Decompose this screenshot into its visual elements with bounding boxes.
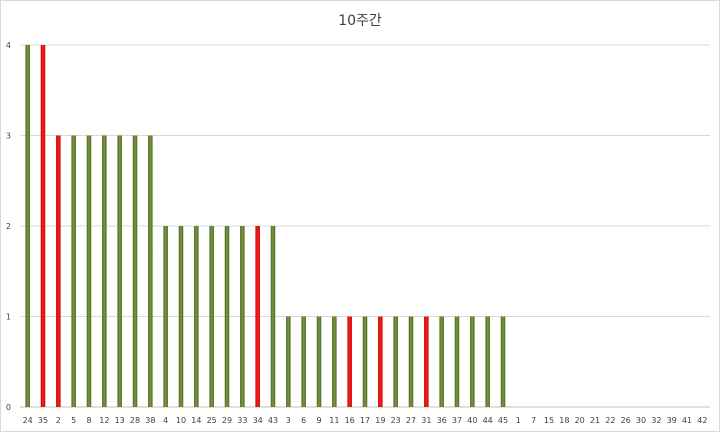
y-tick-label: 2 bbox=[6, 222, 11, 231]
x-tick-label: 35 bbox=[38, 416, 48, 425]
bar bbox=[470, 316, 475, 407]
bar bbox=[255, 226, 260, 407]
x-tick-label: 8 bbox=[86, 416, 91, 425]
bar bbox=[378, 316, 383, 407]
x-tick-label: 6 bbox=[301, 416, 306, 425]
bar bbox=[439, 316, 444, 407]
x-tick-label: 25 bbox=[207, 416, 217, 425]
bar bbox=[286, 316, 291, 407]
chart-title: 10주간 bbox=[338, 13, 382, 29]
x-tick-label: 13 bbox=[115, 416, 125, 425]
x-tick-label: 12 bbox=[99, 416, 109, 425]
y-tick-label: 4 bbox=[6, 41, 11, 50]
y-tick-label: 3 bbox=[6, 132, 11, 141]
bar bbox=[132, 135, 138, 407]
x-tick-label: 42 bbox=[697, 416, 707, 425]
x-tick-label: 32 bbox=[651, 416, 661, 425]
bar bbox=[408, 316, 414, 407]
bar bbox=[485, 316, 490, 407]
x-tick-label: 18 bbox=[559, 416, 569, 425]
bar bbox=[500, 316, 506, 407]
x-tick-label: 23 bbox=[391, 416, 401, 425]
bar bbox=[178, 226, 184, 407]
x-tick-label: 20 bbox=[575, 416, 585, 425]
bar bbox=[393, 316, 398, 407]
x-tick-label: 16 bbox=[345, 416, 355, 425]
bar bbox=[86, 135, 92, 407]
x-tick-label: 39 bbox=[667, 416, 677, 425]
x-tick-label: 36 bbox=[437, 416, 447, 425]
x-tick-label: 4 bbox=[163, 416, 168, 425]
x-tick-label: 5 bbox=[71, 416, 76, 425]
bar bbox=[102, 135, 107, 407]
x-tick-label: 28 bbox=[130, 416, 140, 425]
x-tick-label: 43 bbox=[268, 416, 278, 425]
x-tick-label: 27 bbox=[406, 416, 416, 425]
bar bbox=[224, 226, 230, 407]
x-tick-label: 14 bbox=[191, 416, 201, 425]
x-tick-label: 37 bbox=[452, 416, 462, 425]
x-tick-label: 38 bbox=[145, 416, 155, 425]
bar bbox=[454, 316, 460, 407]
x-tick-label: 1 bbox=[516, 416, 521, 425]
bar bbox=[117, 135, 122, 407]
x-tick-label: 45 bbox=[498, 416, 508, 425]
bar bbox=[163, 226, 168, 407]
bar bbox=[209, 226, 214, 407]
bar bbox=[362, 316, 368, 407]
bar bbox=[148, 135, 153, 407]
x-tick-label: 9 bbox=[316, 416, 321, 425]
x-tick-label: 15 bbox=[544, 416, 554, 425]
bar bbox=[240, 226, 245, 407]
y-tick-label: 0 bbox=[6, 403, 11, 412]
x-tick-label: 10 bbox=[176, 416, 186, 425]
bar bbox=[270, 226, 276, 407]
bar bbox=[332, 316, 337, 407]
x-tick-label: 40 bbox=[467, 416, 477, 425]
bar bbox=[40, 45, 46, 407]
x-tick-label: 24 bbox=[23, 416, 33, 425]
bar bbox=[316, 316, 322, 407]
bar bbox=[424, 316, 429, 407]
bar bbox=[71, 135, 76, 407]
bar-layer bbox=[25, 45, 506, 407]
x-tick-label: 2 bbox=[56, 416, 61, 425]
bar bbox=[301, 316, 306, 407]
bar bbox=[56, 135, 61, 407]
x-tick-label: 34 bbox=[253, 416, 263, 425]
bar bbox=[347, 316, 352, 407]
x-tick-label: 44 bbox=[483, 416, 493, 425]
bar bbox=[25, 45, 30, 407]
x-tick-label: 11 bbox=[329, 416, 339, 425]
x-tick-label: 26 bbox=[621, 416, 631, 425]
x-tick-label: 22 bbox=[605, 416, 615, 425]
x-tick-label: 41 bbox=[682, 416, 692, 425]
bar bbox=[194, 226, 199, 407]
x-tick-label: 3 bbox=[286, 416, 291, 425]
x-tick-label: 30 bbox=[636, 416, 646, 425]
x-tick-label: 21 bbox=[590, 416, 600, 425]
y-tick-label: 1 bbox=[6, 313, 11, 322]
x-tick-label: 29 bbox=[222, 416, 232, 425]
x-tick-label: 7 bbox=[531, 416, 536, 425]
x-tick-label: 33 bbox=[237, 416, 247, 425]
x-tick-label: 31 bbox=[421, 416, 431, 425]
x-tick-label: 19 bbox=[375, 416, 385, 425]
x-tick-label: 17 bbox=[360, 416, 370, 425]
